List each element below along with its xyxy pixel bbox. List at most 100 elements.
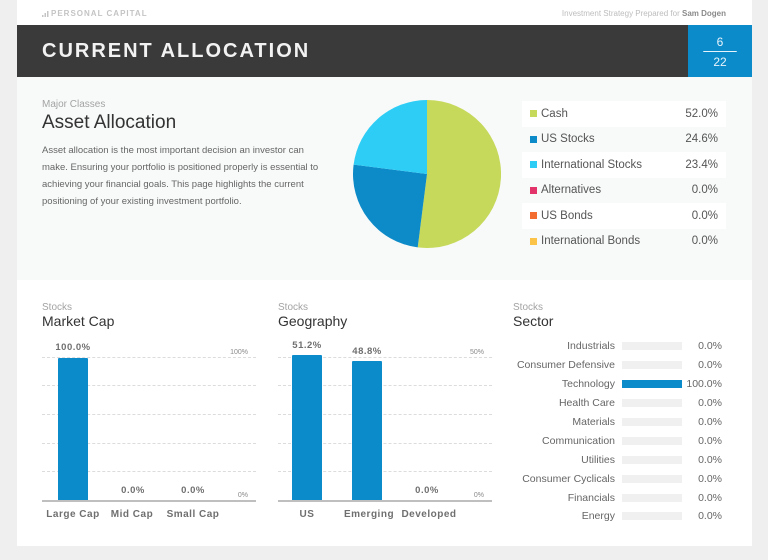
sector-track <box>622 436 682 445</box>
bars-logo-icon <box>42 11 49 17</box>
sector-value: 0.0% <box>698 510 722 523</box>
bar-value: 0.0% <box>181 485 205 496</box>
page-total: 22 <box>713 55 727 69</box>
geography-title: Geography <box>278 313 348 329</box>
sector-label: Technology <box>561 378 615 391</box>
prepared-for: Investment Strategy Prepared for Sam Dog… <box>562 9 726 18</box>
gridline <box>42 443 256 444</box>
section-description: Asset allocation is the most important d… <box>42 145 319 207</box>
sector-row-utilities: Utilities 0.0% <box>512 450 732 469</box>
sector-label: Materials <box>572 416 615 428</box>
sector-row-communication: Communication 0.0% <box>512 431 732 450</box>
asset-allocation-legend: Cash 52.0% US Stocks 24.6% International… <box>522 101 726 254</box>
sector-track <box>622 342 682 351</box>
sector-value: 0.0% <box>698 491 722 504</box>
gridline <box>42 357 256 358</box>
pie-slice-us-stocks <box>353 164 427 248</box>
y-tick-top: 50% <box>469 349 484 356</box>
client-name: Sam Dogen <box>681 9 726 18</box>
sector-value: 0.0% <box>698 472 722 485</box>
sector-row-materials: Materials 0.0% <box>512 413 732 432</box>
market-cap-kicker: Stocks <box>42 302 73 313</box>
sector-label: Communication <box>542 434 615 447</box>
page-title: CURRENT ALLOCATION <box>42 40 311 62</box>
category-label: Large Cap <box>46 509 100 520</box>
legend-item-us-stocks: US Stocks 24.6% <box>522 127 726 153</box>
legend-value: 0.0% <box>691 184 718 197</box>
asset-allocation-intro: Major Classes Asset Allocation Asset all… <box>42 99 332 210</box>
legend-value: 0.0% <box>691 235 718 248</box>
y-tick-top: 100% <box>230 349 248 356</box>
x-axis <box>42 500 256 502</box>
sector-value: 0.0% <box>698 434 722 447</box>
section-header: CURRENT ALLOCATION 6 22 <box>17 25 752 77</box>
legend-swatch-icon <box>530 161 537 169</box>
legend-label: US Stocks <box>541 133 595 146</box>
sector-row-technology: Technology 100.0% <box>512 375 732 394</box>
sector-fill <box>622 380 682 389</box>
y-tick-bottom: 0% <box>237 492 248 499</box>
gridline <box>42 385 256 386</box>
sector-value: 0.0% <box>698 397 722 410</box>
gridline <box>278 385 492 386</box>
sector-row-industrials: Industrials 0.0% <box>512 337 732 356</box>
legend-item-international-bonds: International Bonds 0.0% <box>522 229 726 255</box>
sector-row-consumer-defensive: Consumer Defensive 0.0% <box>512 356 732 375</box>
gridline <box>278 414 492 415</box>
legend-swatch-icon <box>530 110 537 118</box>
page-fraction-divider <box>703 51 737 52</box>
geography-heading: Stocks Geography <box>278 302 347 329</box>
gridline <box>42 471 256 472</box>
legend-value: 0.0% <box>691 209 718 222</box>
category-label: Emerging <box>343 509 395 520</box>
sector-track <box>622 361 682 370</box>
page-number-badge: 6 22 <box>688 25 752 77</box>
sector-value: 0.0% <box>698 340 722 353</box>
bar-value: 48.8% <box>352 346 382 357</box>
legend-item-international-stocks: International Stocks 23.4% <box>522 152 726 178</box>
bar-us <box>292 355 322 500</box>
gridline <box>278 357 492 358</box>
sector-label: Consumer Defensive <box>516 359 615 372</box>
sector-track <box>622 418 682 426</box>
asset-allocation-section: Major Classes Asset Allocation Asset all… <box>17 77 752 280</box>
sector-bar-chart: Industrials 0.0% Consumer Defensive 0.0% T… <box>512 337 732 526</box>
sector-track <box>622 399 682 408</box>
market-cap-bar-chart: 100% 0% 100.0% 0.0% 0.0% Large Cap Mid C… <box>42 340 256 525</box>
sector-title: Sector <box>513 313 554 329</box>
page-current: 6 <box>716 35 724 49</box>
sector-heading: Stocks Sector <box>513 302 553 329</box>
bar-emerging <box>352 361 382 500</box>
sector-label: Energy <box>581 510 615 523</box>
category-label: US <box>299 509 315 520</box>
legend-swatch-icon <box>530 212 537 220</box>
legend-swatch-icon <box>530 237 537 245</box>
legend-item-cash: Cash 52.0% <box>522 101 726 127</box>
gridline <box>278 443 492 444</box>
sector-label: Financials <box>567 491 615 504</box>
geography-bar-chart: 50% 0% 51.2% 48.8% 0.0% US Emerging Deve… <box>278 340 492 525</box>
sector-row-financials: Financials 0.0% <box>512 488 732 507</box>
category-label: Mid Cap <box>110 509 154 520</box>
sector-label: Utilities <box>581 453 615 466</box>
section-title: Asset Allocation <box>42 112 177 133</box>
category-label: Developed <box>401 509 457 520</box>
bar-value: 100.0% <box>55 342 91 353</box>
bar-value: 51.2% <box>292 340 322 351</box>
sector-track <box>622 493 682 502</box>
sector-value: 0.0% <box>698 453 722 466</box>
legend-label: Alternatives <box>541 184 602 197</box>
bar-large-cap <box>58 358 88 500</box>
sector-value: 0.0% <box>698 416 722 428</box>
market-cap-heading: Stocks Market Cap <box>42 302 114 329</box>
sector-label: Consumer Cyclicals <box>522 472 615 485</box>
geography-kicker: Stocks <box>278 302 309 313</box>
report-page: PERSONAL CAPITAL Investment Strategy Pre… <box>17 0 752 546</box>
sector-track <box>622 474 682 483</box>
legend-label: Cash <box>541 107 568 120</box>
legend-swatch-icon <box>530 135 537 143</box>
legend-swatch-icon <box>530 186 537 194</box>
legend-label: International Stocks <box>541 158 643 171</box>
sector-label: Industrials <box>567 340 615 353</box>
top-line: PERSONAL CAPITAL Investment Strategy Pre… <box>17 0 752 25</box>
